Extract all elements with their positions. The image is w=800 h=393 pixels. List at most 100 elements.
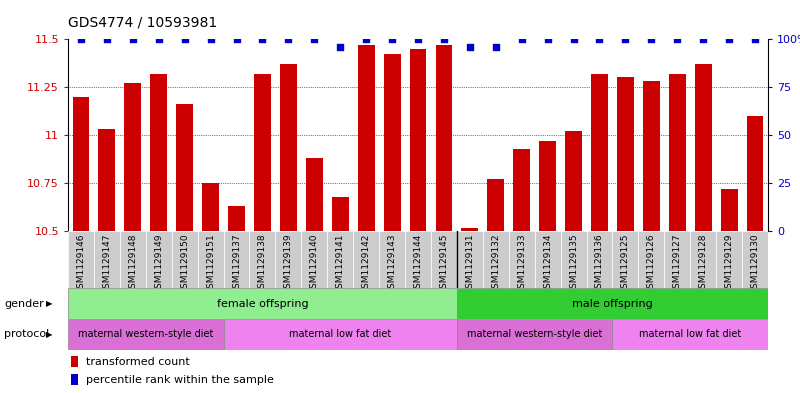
Point [463,44,476,50]
Bar [254,73,271,231]
Bar [228,206,245,231]
Point [438,36,450,42]
Bar [71,356,78,367]
Bar [202,183,219,231]
Text: maternal low fat diet: maternal low fat diet [289,329,391,340]
Text: GSM1129142: GSM1129142 [362,233,370,294]
Text: GSM1129150: GSM1129150 [180,233,189,294]
Bar [509,231,534,288]
Bar [638,231,664,288]
Text: GSM1129133: GSM1129133 [518,233,526,294]
Bar [280,64,297,231]
Text: gender: gender [4,299,44,309]
Bar [68,319,223,350]
Bar [68,231,94,288]
Bar [457,231,483,288]
Text: protocol: protocol [4,329,50,340]
Bar [198,231,223,288]
Text: GSM1129147: GSM1129147 [102,233,111,294]
Text: GSM1129136: GSM1129136 [595,233,604,294]
Bar [172,231,198,288]
Bar [487,180,504,231]
Text: GSM1129145: GSM1129145 [439,233,449,294]
Bar [483,231,509,288]
Text: transformed count: transformed count [86,357,190,367]
Bar [302,231,327,288]
Text: GSM1129149: GSM1129149 [154,233,163,294]
Point [490,44,502,50]
Bar [223,231,250,288]
Bar [539,141,556,231]
Bar [98,129,115,231]
Bar [457,288,768,319]
Text: percentile rank within the sample: percentile rank within the sample [86,375,274,385]
Bar [694,64,712,231]
Bar [358,45,374,231]
Bar [327,231,353,288]
Bar [71,374,78,385]
Text: GSM1129141: GSM1129141 [336,233,345,294]
Text: female offspring: female offspring [217,299,308,309]
Point [126,36,139,42]
Text: GSM1129151: GSM1129151 [206,233,215,294]
Bar [613,231,638,288]
Point [515,36,528,42]
Point [671,36,684,42]
Text: GSM1129148: GSM1129148 [128,233,138,294]
Text: maternal western-style diet: maternal western-style diet [78,329,214,340]
Bar [690,231,716,288]
Point [308,36,321,42]
Bar [73,97,90,231]
Text: GSM1129131: GSM1129131 [466,233,474,294]
Bar [68,288,457,319]
Text: maternal low fat diet: maternal low fat diet [639,329,742,340]
Bar [353,231,379,288]
Bar [120,231,146,288]
Text: GSM1129134: GSM1129134 [543,233,552,294]
Point [334,44,346,50]
Bar [384,54,401,231]
Bar [462,228,478,231]
Point [152,36,165,42]
Bar [591,73,608,231]
Text: GSM1129135: GSM1129135 [569,233,578,294]
Bar [565,131,582,231]
Bar [514,149,530,231]
Bar [586,231,613,288]
Text: GSM1129126: GSM1129126 [647,233,656,294]
Text: GSM1129144: GSM1129144 [414,233,422,294]
Text: GSM1129132: GSM1129132 [491,233,500,294]
Bar [405,231,431,288]
Point [722,36,735,42]
Text: GDS4774 / 10593981: GDS4774 / 10593981 [68,15,218,29]
Bar [94,231,120,288]
Point [178,36,191,42]
Bar [223,319,457,350]
Point [697,36,710,42]
Bar [306,158,322,231]
Point [360,36,373,42]
Text: ▶: ▶ [46,299,53,308]
Bar [150,73,167,231]
Text: GSM1129146: GSM1129146 [77,233,86,294]
Text: GSM1129139: GSM1129139 [284,233,293,294]
Bar [721,189,738,231]
Point [411,36,424,42]
Point [282,36,294,42]
Text: GSM1129129: GSM1129129 [725,233,734,294]
Point [749,36,762,42]
Bar [457,319,613,350]
Bar [435,45,452,231]
Text: GSM1129130: GSM1129130 [750,233,759,294]
Bar [746,116,763,231]
Text: GSM1129125: GSM1129125 [621,233,630,294]
Text: GSM1129137: GSM1129137 [232,233,241,294]
Bar [669,73,686,231]
Bar [275,231,302,288]
Point [645,36,658,42]
Point [101,36,114,42]
Point [567,36,580,42]
Bar [742,231,768,288]
Bar [613,319,768,350]
Point [204,36,217,42]
